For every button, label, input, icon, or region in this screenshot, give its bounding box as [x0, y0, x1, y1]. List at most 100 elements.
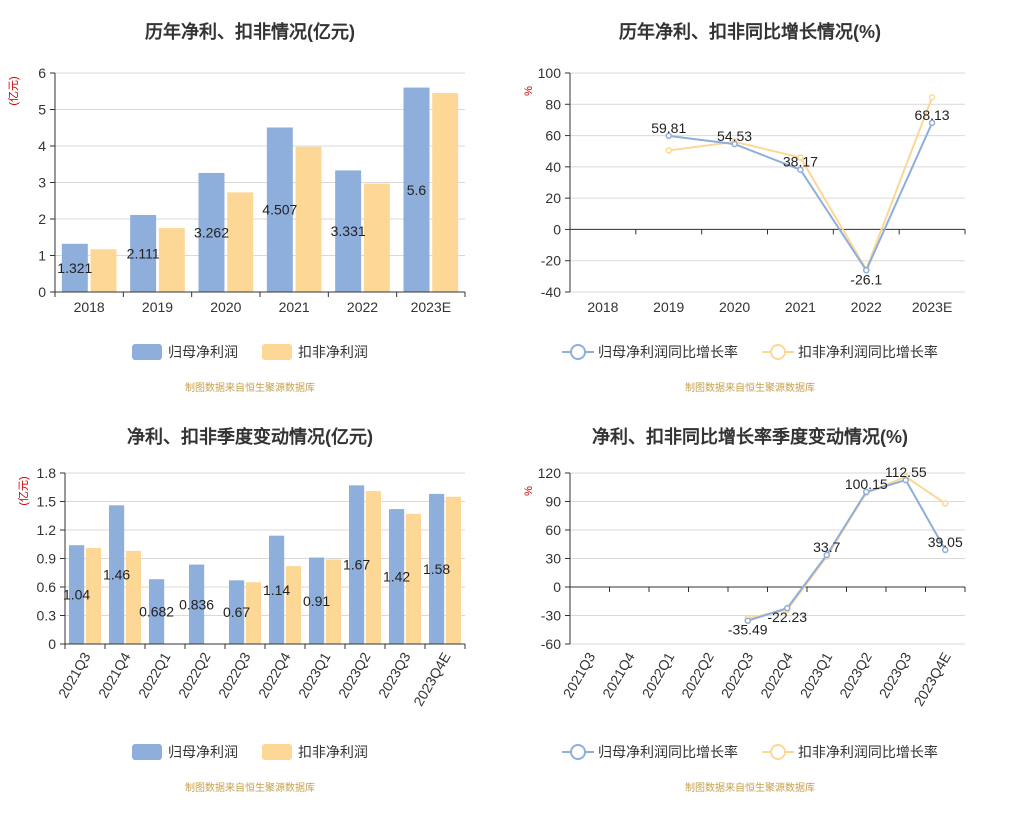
- legend-label: 归母净利润: [168, 744, 239, 760]
- bar: [403, 87, 430, 292]
- data-point: [942, 546, 949, 554]
- y-tick-label: 0: [48, 636, 56, 652]
- data-label: 1.321: [57, 260, 92, 276]
- y-tick-label: 0: [38, 284, 46, 300]
- data-point: [823, 551, 830, 559]
- chart-title: 历年净利、扣非情况(亿元): [145, 22, 355, 42]
- chart-legend: 归母净利润 扣非净利润: [0, 342, 500, 363]
- x-tick-label: 2021: [785, 299, 816, 315]
- annual-profit-panel: 历年净利、扣非情况(亿元) 0 1 2 3 4 5 6 (亿元) 2018 2019 2020 202…: [0, 0, 500, 400]
- data-label: 0.836: [179, 596, 214, 612]
- bar: [158, 228, 185, 292]
- data-point: [942, 500, 949, 507]
- x-tick-label: 2021Q3: [560, 649, 599, 700]
- bar: [309, 557, 325, 644]
- quarterly-profit-chart: 00.30.60.91.21.51.8(亿元)2021Q3 2021Q4 2022Q…: [17, 465, 466, 709]
- legend-label: 归母净利润同比增长率: [598, 744, 739, 760]
- data-point: [863, 267, 870, 274]
- data-label: 0.91: [303, 593, 330, 609]
- data-label: 3.262: [194, 224, 229, 240]
- data-label: 0.682: [139, 604, 174, 620]
- x-tick-label: 2019: [142, 299, 173, 315]
- legend-item-net-profit-growth[interactable]: 归母净利润同比增长率: [562, 342, 738, 362]
- bar: [429, 493, 445, 644]
- legend-item-deducted-profit-growth[interactable]: 扣非净利润同比增长率: [761, 742, 938, 762]
- y-axis-unit-label: (亿元): [17, 476, 30, 505]
- legend-item-deducted-profit[interactable]: 扣非净利润: [261, 342, 368, 362]
- data-point: [902, 476, 909, 484]
- bar: [229, 580, 245, 644]
- chart-legend: 归母净利润同比增长率 扣非净利润同比增长率: [500, 742, 1000, 763]
- chart-legend: 归母净利润 扣非净利润: [0, 742, 500, 763]
- data-label: 54.53: [717, 128, 752, 144]
- annual-growth-panel: 历年净利、扣非同比增长情况(%) -40 -20 0 20 40 60 80 100% 2018…: [500, 0, 1000, 400]
- data-point: [863, 488, 870, 496]
- x-tick-label: 2022Q4: [757, 649, 796, 700]
- y-tick-label: -30: [541, 608, 561, 624]
- legend-item-net-profit[interactable]: 归母净利润: [132, 342, 238, 362]
- y-tick-label: 100: [538, 65, 562, 81]
- bar: [432, 93, 459, 292]
- data-point: [797, 166, 804, 173]
- bar: [189, 564, 205, 644]
- y-axis-unit-label: %: [523, 86, 535, 96]
- quarterly-growth-panel: 净利、扣非同比增长率季度变动情况(%) -60 -30 0 30 60 90 120% 202…: [500, 405, 1000, 805]
- x-tick-label: 2022Q1: [639, 649, 678, 700]
- y-tick-label: 4: [38, 138, 46, 154]
- bar: [61, 243, 88, 292]
- bar: [405, 513, 421, 644]
- x-tick-label: 2021Q3: [55, 649, 94, 700]
- data-label: -35.49: [728, 622, 768, 638]
- x-tick-label: 2023Q3: [876, 649, 915, 700]
- data-point: [665, 147, 672, 154]
- legend-label: 扣非净利润: [297, 744, 368, 760]
- bar: [245, 582, 261, 644]
- y-tick-label: 3: [38, 175, 46, 191]
- x-tick-label: 2022Q4: [255, 649, 294, 700]
- bar: [125, 550, 141, 644]
- y-tick-label: 1.5: [37, 494, 57, 510]
- y-tick-label: 1.8: [37, 465, 57, 481]
- chart-title: 净利、扣非季度变动情况(亿元): [127, 427, 373, 447]
- legend-item-net-profit[interactable]: 归母净利润: [132, 742, 238, 762]
- data-point: [744, 617, 751, 624]
- data-label: 59.81: [651, 120, 686, 136]
- data-point: [928, 93, 936, 101]
- y-tick-label: 1: [38, 248, 46, 264]
- bar: [335, 170, 362, 292]
- x-tick-label: 2019: [653, 299, 684, 315]
- data-label: 1.14: [263, 582, 290, 598]
- x-tick-label: 2023Q4E: [410, 650, 453, 709]
- legend-item-deducted-profit-growth[interactable]: 扣非净利润同比增长率: [761, 342, 938, 362]
- series-line: [668, 96, 934, 272]
- x-tick-label: 2022Q2: [175, 649, 214, 700]
- bar: [325, 559, 341, 644]
- bar: [285, 566, 301, 644]
- bar: [266, 127, 293, 292]
- data-label: 112.55: [885, 464, 927, 480]
- y-axis-unit-label: %: [523, 486, 535, 496]
- y-tick-label: 0.3: [37, 608, 57, 624]
- y-tick-label: 30: [545, 551, 561, 567]
- bar: [269, 535, 285, 644]
- legend-item-net-profit-growth[interactable]: 归母净利润同比增长率: [562, 742, 738, 762]
- data-point: [784, 604, 791, 612]
- y-tick-label: -20: [541, 253, 561, 269]
- bar: [349, 485, 365, 644]
- y-tick-label: 2: [38, 211, 46, 227]
- y-tick-label: 120: [538, 465, 562, 481]
- legend-item-deducted-profit[interactable]: 扣非净利润: [261, 742, 368, 762]
- source-note: 制图数据来自恒生聚源数据库: [685, 783, 815, 794]
- y-tick-label: 0.9: [37, 551, 57, 567]
- data-label: 68.13: [915, 107, 950, 123]
- x-tick-label: 2023Q1: [295, 649, 334, 700]
- legend-label: 扣非净利润: [297, 344, 368, 360]
- x-tick-label: 2022: [851, 299, 882, 315]
- y-tick-label: 0.6: [37, 579, 57, 595]
- y-tick-label: 6: [38, 65, 46, 81]
- y-tick-label: 90: [545, 494, 561, 510]
- chart-title: 历年净利、扣非同比增长情况(%): [619, 22, 881, 42]
- bar: [109, 505, 125, 644]
- x-tick-label: 2021: [279, 299, 310, 315]
- source-note: 制图数据来自恒生聚源数据库: [185, 783, 315, 794]
